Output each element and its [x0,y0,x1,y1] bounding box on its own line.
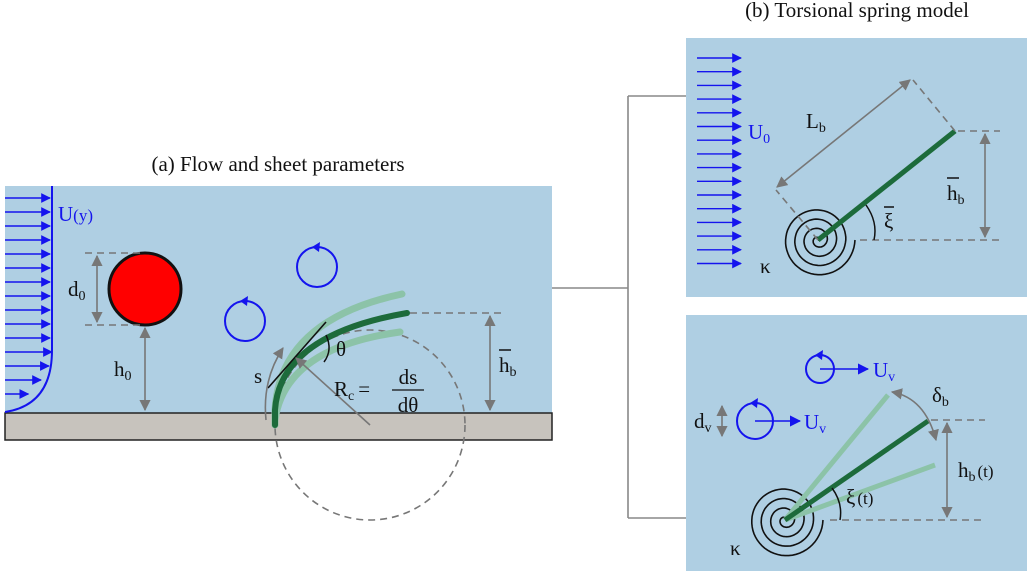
page: {"panel_a":{"title":"(a) Flow and sheet … [0,0,1031,577]
figure: (a) Flow and sheet parameters (b) Torsio… [0,0,1031,577]
numerator: ds [399,365,418,389]
angle-label: ξ [884,209,893,233]
fluid [686,315,1027,571]
connector [552,96,686,518]
angle-label: ξ(t) [846,485,873,509]
stiffness-label: κ [760,254,771,278]
stiffness-label: κ [730,536,741,560]
cylinder [109,253,181,325]
panel-b-top: U0 Lb hb ξ κ [686,38,1027,297]
arc-length-label: s [254,364,262,388]
panel-a-title: (a) Flow and sheet parameters [151,152,404,176]
panel-b-title: (b) Torsional spring model [745,0,969,22]
velocity-label: U(y) [58,202,93,226]
denominator: dθ [398,393,419,417]
panel-a: U(y) d0 h0 s θ Rc= ds dθ hb [5,186,552,520]
angle-label: θ [336,337,346,361]
panel-b-bottom: δb hb(t) ξ(t) κ Uv Uv dv [686,315,1027,571]
